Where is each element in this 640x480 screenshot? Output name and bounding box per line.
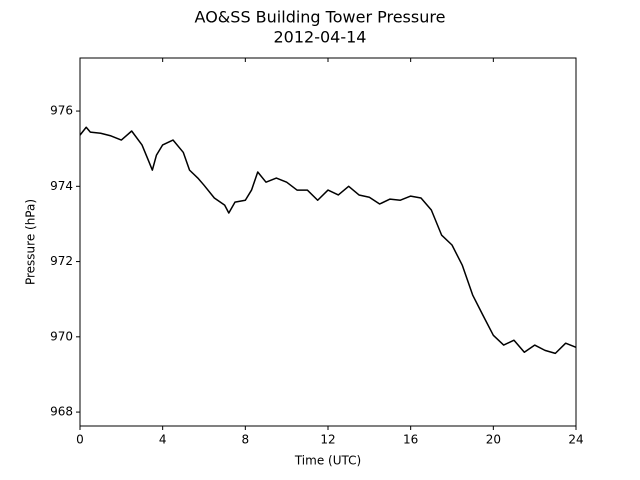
chart-title: AO&SS Building Tower Pressure <box>195 8 446 27</box>
x-tick-label: 12 <box>320 433 335 447</box>
data-line <box>79 126 577 355</box>
x-tick-label: 0 <box>76 433 84 447</box>
y-tick-label: 972 <box>50 254 73 268</box>
y-tick-label: 970 <box>50 329 73 343</box>
y-axis-label: Pressure (hPa) <box>24 199 38 285</box>
x-tick-label: 4 <box>159 433 167 447</box>
x-tick-label: 16 <box>403 433 418 447</box>
x-axis-label: Time (UTC) <box>294 454 361 468</box>
y-tick-label: 976 <box>50 104 73 118</box>
x-tick-label: 20 <box>486 433 501 447</box>
y-tick-label: 974 <box>50 179 73 193</box>
y-tick-label: 968 <box>50 405 73 419</box>
x-tick-label: 8 <box>242 433 250 447</box>
x-tick-label: 24 <box>568 433 583 447</box>
plot-frame <box>79 57 577 427</box>
chart-subtitle: 2012-04-14 <box>274 28 367 47</box>
